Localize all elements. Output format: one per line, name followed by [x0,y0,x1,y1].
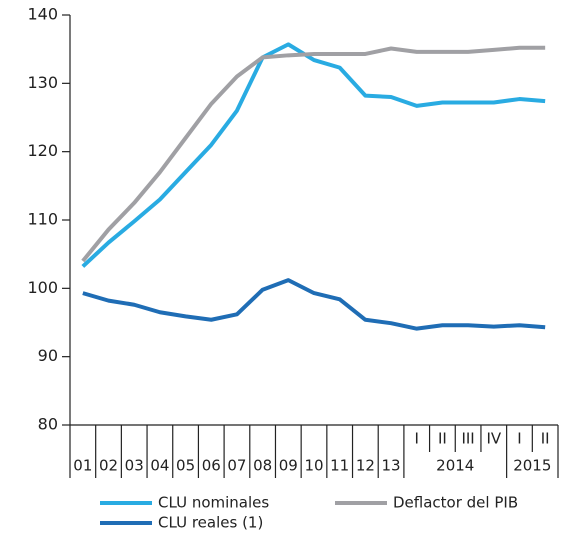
x-tick-label: I [415,430,419,448]
legend-label: Deflactor del PIB [393,494,518,512]
x-tick-label: III [461,430,474,448]
x-tick-label: 03 [125,457,144,475]
x-tick-label: IV [486,430,501,448]
x-tick-label: 02 [99,457,118,475]
series-line [81,42,546,268]
y-tick-label: 110 [27,210,58,229]
x-tick-label: 07 [227,457,246,475]
x-tick-label: 04 [150,457,169,475]
x-tick-label: I [517,430,521,448]
x-tick-label: 12 [356,457,375,475]
x-tick-label: 10 [304,457,323,475]
x-group-label: 2014 [436,457,474,475]
x-tick-label: 13 [382,457,401,475]
x-tick-label: 09 [279,457,298,475]
x-tick-label: II [438,430,447,448]
y-tick-label: 140 [27,5,58,24]
x-tick-label: 08 [253,457,272,475]
y-tick-label: 130 [27,73,58,92]
y-tick-label: 80 [38,415,58,434]
x-group-label: 2015 [513,457,551,475]
x-tick-label: 11 [330,457,349,475]
legend-label: CLU nominales [158,494,269,512]
y-tick-label: 90 [38,346,58,365]
y-tick-label: 120 [27,141,58,160]
x-tick-label: 05 [176,457,195,475]
x-tick-label: 01 [73,457,92,475]
x-tick-label: 06 [202,457,221,475]
x-tick-label: II [541,430,550,448]
series-line [82,278,546,331]
legend-label: CLU reales (1) [158,514,263,532]
y-tick-label: 100 [27,278,58,297]
series-line [81,45,546,263]
